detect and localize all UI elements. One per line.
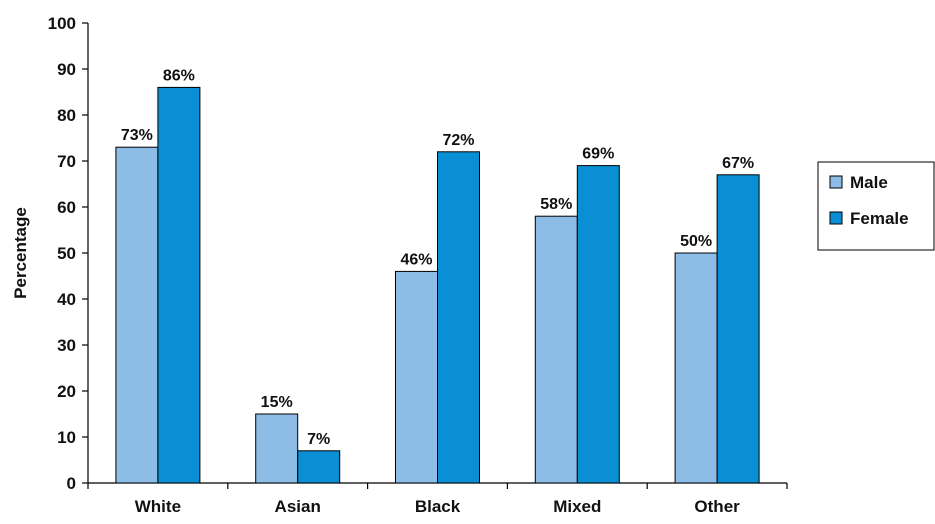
bar-data-label: 58% [540,196,572,213]
bar-data-label: 67% [722,155,754,172]
legend-box [817,161,935,251]
bar-data-label: 73% [121,127,153,144]
legend: Male Female [817,161,935,251]
x-category-label: Mixed [553,497,601,516]
bars [115,86,760,484]
y-tick-label: 80 [57,106,76,125]
data-labels: 73% 86% 15% 7% 46% 72% 58% 69% 50% 67% [121,67,754,447]
y-tick-label: 30 [57,336,76,355]
x-category-label: White [135,497,181,516]
bar-female [437,151,480,484]
y-tick-label: 10 [57,428,76,447]
bar-male [115,146,159,484]
bar-data-label: 69% [582,146,614,163]
x-category-label: Other [694,497,740,516]
x-category-label: Asian [275,497,321,516]
legend-label-female: Female [850,209,909,228]
bar-male [534,215,578,484]
bar-female [716,174,760,484]
bar-data-label: 15% [261,394,293,411]
bar-data-label: 50% [680,233,712,250]
y-tick-label: 90 [57,60,76,79]
bar-data-label: 7% [307,431,330,448]
y-tick-label: 20 [57,382,76,401]
bar-male [255,413,299,484]
y-tick-label: 60 [57,198,76,217]
bar-male [674,252,718,484]
x-axis: White Asian Black Mixed Other [87,482,788,516]
y-tick-label: 70 [57,152,76,171]
y-tick-label: 100 [48,14,76,33]
y-tick-label: 40 [57,290,76,309]
y-axis-title: Percentage [11,207,30,299]
bar-data-label: 72% [442,132,474,149]
bar-data-label: 46% [400,251,432,268]
legend-swatch-male [829,175,843,189]
bar-data-label: 86% [163,67,195,84]
bar-female [297,450,341,484]
bar-female [576,165,620,484]
y-tick-label: 50 [57,244,76,263]
bar-male [395,270,438,484]
legend-label-male: Male [850,173,888,192]
bar-female [157,86,201,484]
x-category-label: Black [415,497,461,516]
legend-swatch-female [829,211,843,225]
y-axis: 0 10 20 30 40 50 60 70 80 90 100 [48,14,89,493]
y-tick-label: 0 [67,474,76,493]
